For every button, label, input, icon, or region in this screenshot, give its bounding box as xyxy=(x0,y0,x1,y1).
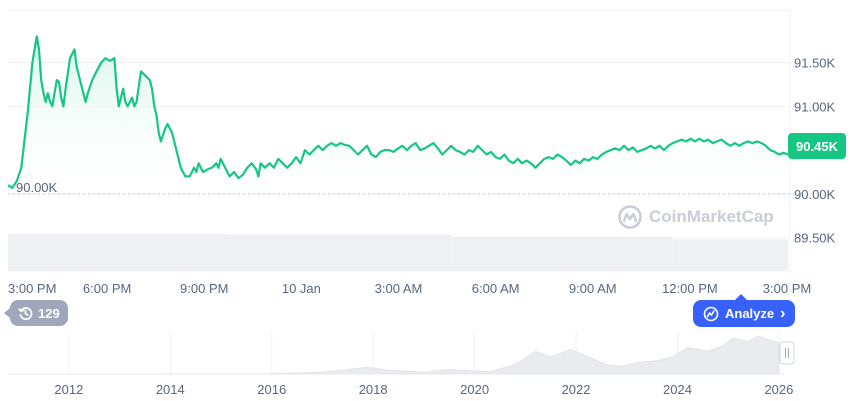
volume-bars xyxy=(8,234,788,271)
y-tick-label-3: 91.50K xyxy=(794,56,836,71)
x-tick-label-4: 3:00 AM xyxy=(375,281,423,296)
y-tick-label-2: 91.00K xyxy=(794,99,836,114)
chevron-right-icon: › xyxy=(780,304,786,322)
price-line[interactable] xyxy=(7,35,789,189)
x-tick-label-5: 6:00 AM xyxy=(472,281,520,296)
x-tick-label-2: 9:00 PM xyxy=(180,281,228,296)
overview-tick-label-6: 2024 xyxy=(663,382,692,397)
baseline-label: 90.00K xyxy=(16,180,58,195)
history-count: 129 xyxy=(38,305,60,321)
overview-tick-label-1: 2014 xyxy=(156,382,185,397)
y-tick-label-1: 90.00K xyxy=(794,187,836,202)
current-price-badge: 90.45K xyxy=(788,133,846,159)
overview-tick-label-2: 2016 xyxy=(257,382,286,397)
overview-tick-label-4: 2020 xyxy=(460,382,489,397)
history-button[interactable]: 129 xyxy=(4,300,68,326)
coinmarketcap-watermark: CoinMarketCap xyxy=(617,204,774,230)
range-handle[interactable] xyxy=(779,341,795,365)
y-axis: 89.50K 90.00K 91.00K 91.50K xyxy=(794,56,836,246)
analyze-sparkle-icon xyxy=(703,306,719,321)
price-area xyxy=(8,36,788,196)
x-tick-label-7: 12:00 PM xyxy=(662,281,718,296)
volume-bar-1 xyxy=(229,234,452,271)
x-tick-label-0: 3:00 PM xyxy=(8,281,56,296)
overview-tick-label-3: 2018 xyxy=(359,382,388,397)
analyze-label: Analyze xyxy=(725,306,775,321)
overview-tick-label-7: 2026 xyxy=(764,382,793,397)
overview-tick-label-0: 2012 xyxy=(54,382,83,397)
y-tick-label-0: 89.50K xyxy=(794,231,836,246)
overview-area xyxy=(8,335,780,375)
volume-bar-0 xyxy=(8,234,230,271)
overview-navigator[interactable] xyxy=(8,332,795,375)
x-axis: 3:00 PM 6:00 PM 9:00 PM 10 Jan 3:00 AM 6:00 A… xyxy=(8,281,811,296)
coinmarketcap-logo-icon xyxy=(618,205,642,229)
history-clock-icon xyxy=(18,306,33,320)
x-tick-label-6: 9:00 AM xyxy=(569,281,617,296)
volume-bar-3 xyxy=(672,239,788,271)
overview-tick-label-5: 2022 xyxy=(562,382,591,397)
current-price-label: 90.45K xyxy=(796,138,838,154)
analyze-button[interactable]: Analyze › xyxy=(693,294,796,327)
overview-x-axis: 2012 2014 2016 2018 2020 2022 2024 2026 xyxy=(54,382,793,397)
volume-bar-2 xyxy=(451,236,673,271)
x-tick-label-3: 10 Jan xyxy=(282,281,321,296)
x-tick-label-8: 3:00 PM xyxy=(763,281,811,296)
watermark-brand: CoinMarketCap xyxy=(649,207,774,226)
x-tick-label-1: 6:00 PM xyxy=(83,281,131,296)
